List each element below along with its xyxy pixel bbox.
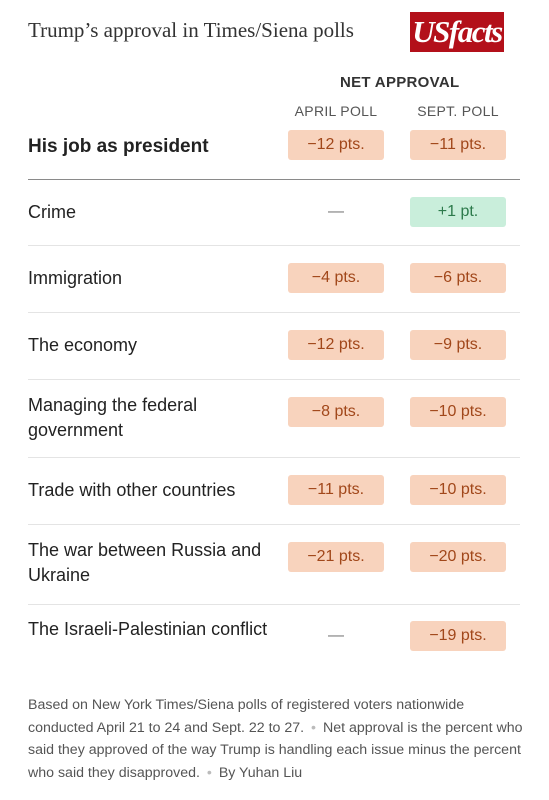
table-row: His job as president −12 pts. −11 pts. bbox=[28, 130, 520, 162]
table-row: Crime — +1 pt. bbox=[28, 197, 520, 227]
row-label: Trade with other countries bbox=[28, 480, 236, 500]
header-divider bbox=[28, 179, 520, 180]
chart-title: Trump’s approval in Times/Siena polls bbox=[28, 18, 354, 42]
april-poll-value: −4 pts. bbox=[288, 263, 384, 293]
row-divider bbox=[28, 312, 520, 313]
sept-poll-value: −10 pts. bbox=[410, 475, 506, 505]
april-poll-value: — bbox=[328, 203, 344, 220]
april-poll-value: −8 pts. bbox=[288, 397, 384, 427]
table-row: The economy −12 pts. −9 pts. bbox=[28, 330, 520, 360]
sept-poll-value: −19 pts. bbox=[410, 621, 506, 651]
row-divider bbox=[28, 457, 520, 458]
net-approval-heading: NET APPROVAL bbox=[340, 74, 460, 91]
april-poll-value: — bbox=[328, 627, 344, 644]
row-label: The Israeli-Palestinian conflict bbox=[28, 619, 268, 639]
row-divider bbox=[28, 379, 520, 380]
footnote-separator-1: • bbox=[311, 719, 316, 736]
row-divider bbox=[28, 245, 520, 246]
footnote-separator-2: • bbox=[206, 764, 212, 781]
sept-poll-value: −20 pts. bbox=[410, 542, 506, 572]
table-row: Managing the federal government −8 pts. −1… bbox=[28, 395, 520, 440]
footnote: Based on New York Times/Siena polls of r… bbox=[28, 694, 523, 784]
sept-poll-value: +1 pt. bbox=[410, 197, 506, 227]
column-header-april-poll: APRIL POLL bbox=[294, 103, 378, 119]
row-label: The war between Russia and Ukraine bbox=[28, 540, 262, 585]
april-poll-value: −11 pts. bbox=[288, 475, 384, 505]
row-label: Immigration bbox=[28, 268, 123, 288]
sept-poll-value: −6 pts. bbox=[410, 263, 506, 293]
row-label: Managing the federal government bbox=[28, 395, 198, 440]
row-label: Crime bbox=[28, 202, 76, 222]
april-poll-value: −12 pts. bbox=[288, 330, 384, 360]
april-poll-value: −12 pts. bbox=[288, 130, 384, 160]
row-label: His job as president bbox=[28, 136, 209, 157]
row-label: The economy bbox=[28, 335, 138, 355]
usafacts-logo: USfacts bbox=[410, 12, 504, 52]
column-header-sept-poll: SEPT. POLL bbox=[417, 103, 499, 119]
table-row: Trade with other countries −11 pts. −10 pt… bbox=[28, 475, 520, 505]
sept-poll-value: −9 pts. bbox=[410, 330, 506, 360]
april-poll-value: −21 pts. bbox=[288, 542, 384, 572]
row-divider bbox=[28, 524, 520, 525]
sept-poll-value: −11 pts. bbox=[410, 130, 506, 160]
row-divider bbox=[28, 604, 520, 605]
footnote-byline: By Yuhan Liu bbox=[218, 764, 303, 781]
footnote-definition: Net approval is the percent who said the… bbox=[28, 719, 523, 781]
table-row: Immigration −4 pts. −6 pts. bbox=[28, 263, 520, 293]
sept-poll-value: −10 pts. bbox=[410, 397, 506, 427]
table-row: The war between Russia and Ukraine −21 pt… bbox=[28, 540, 520, 585]
footnote-source: Based on New York Times/Siena polls of r… bbox=[28, 697, 465, 736]
table-row: The Israeli-Palestinian conflict — −19 pts… bbox=[28, 619, 520, 651]
